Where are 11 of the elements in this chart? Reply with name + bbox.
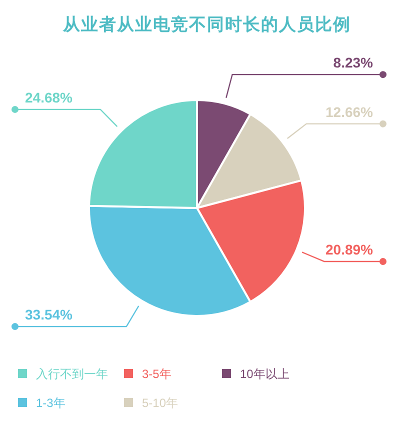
legend-label: 3-5年 — [142, 367, 172, 381]
legend-label: 1-3年 — [36, 396, 66, 410]
legend-label: 10年以上 — [240, 367, 290, 381]
legend-label: 5-10年 — [142, 396, 178, 410]
legend-label: 入行不到一年 — [36, 367, 108, 381]
data-label: 12.66% — [326, 104, 374, 120]
data-label: 33.54% — [25, 306, 74, 323]
data-label: 8.23% — [333, 54, 374, 71]
data-label: 24.68% — [25, 89, 74, 106]
data-label: 20.89% — [326, 241, 374, 258]
chart-title: 从业者从业电竞不同时长的人员比例 — [62, 15, 351, 34]
